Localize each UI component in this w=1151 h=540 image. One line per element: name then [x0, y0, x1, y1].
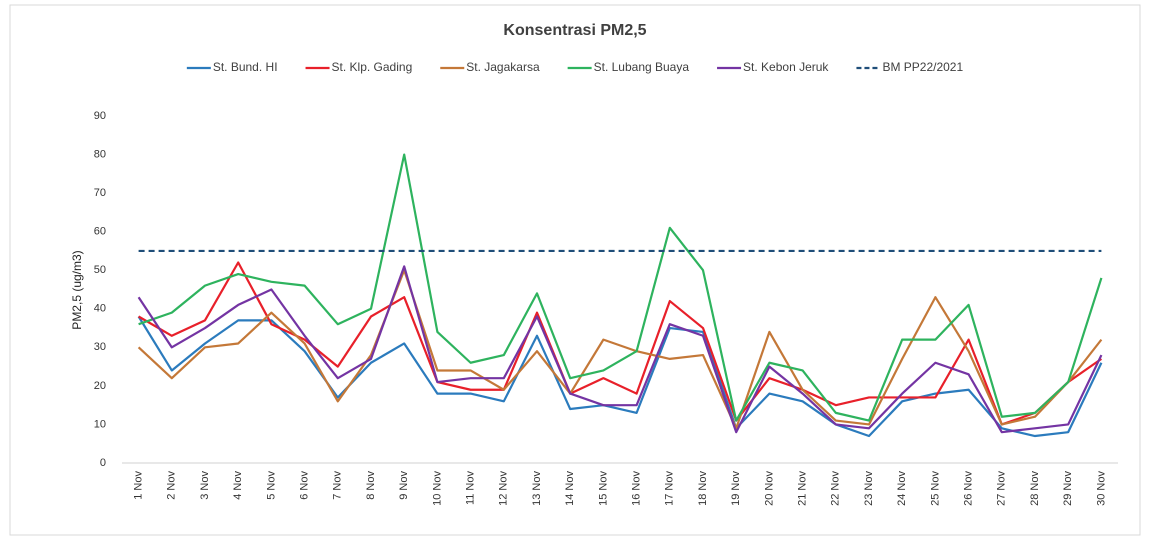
- x-tick-label: 23 Nov: [863, 471, 875, 506]
- series-line: [137, 315, 1103, 438]
- chart-border: [9, 4, 1141, 536]
- y-tick-label: 40: [94, 303, 106, 315]
- legend-label: St. Klp. Gading: [332, 60, 413, 74]
- y-tick-label: 30: [94, 341, 106, 353]
- y-tick-label: 70: [94, 187, 106, 199]
- x-tick-label: 20 Nov: [763, 471, 775, 506]
- x-tick-label: 27 Nov: [996, 471, 1008, 506]
- x-tick-label: 11 Nov: [465, 471, 477, 506]
- x-tick-label: 22 Nov: [830, 471, 842, 506]
- x-tick-label: 8 Nov: [365, 471, 377, 500]
- x-tick-label: 3 Nov: [199, 471, 211, 500]
- series-line: [137, 269, 1103, 430]
- x-tick-label: 4 Nov: [232, 471, 244, 500]
- legend-label: St. Lubang Buaya: [594, 60, 690, 74]
- y-axis-title: PM2,5 (ug/m3): [70, 250, 84, 329]
- y-tick-label: 20: [94, 380, 106, 392]
- y-tick-label: 0: [100, 457, 106, 469]
- series-line: [137, 265, 1103, 434]
- y-tick-label: 90: [94, 110, 106, 122]
- y-tick-label: 80: [94, 148, 106, 160]
- x-tick-label: 21 Nov: [797, 471, 809, 506]
- x-tick-label: 12 Nov: [498, 471, 510, 506]
- x-tick-label: 14 Nov: [564, 471, 576, 506]
- x-tick-label: 17 Nov: [664, 471, 676, 506]
- y-tick-label: 10: [94, 418, 106, 430]
- series-line: [138, 153, 1103, 422]
- x-tick-label: 5 Nov: [265, 471, 277, 500]
- legend-label: St. Bund. HI: [213, 60, 278, 74]
- x-tick-label: 26 Nov: [963, 471, 975, 506]
- x-tick-label: 24 Nov: [896, 471, 908, 506]
- legend-label: St. Jagakarsa: [466, 60, 540, 74]
- x-tick-label: 1 Nov: [133, 471, 145, 500]
- x-tick-label: 18 Nov: [697, 471, 709, 506]
- x-tick-label: 15 Nov: [597, 471, 609, 506]
- x-tick-label: 19 Nov: [730, 471, 742, 506]
- chart-title: Konsentrasi PM2,5: [503, 22, 646, 39]
- x-tick-label: 6 Nov: [299, 471, 311, 500]
- x-tick-label: 13 Nov: [531, 471, 543, 506]
- y-tick-label: 50: [94, 264, 106, 276]
- x-tick-label: 25 Nov: [929, 471, 941, 506]
- x-tick-label: 2 Nov: [166, 471, 178, 500]
- y-tick-label: 60: [94, 226, 106, 238]
- x-tick-label: 16 Nov: [631, 471, 643, 506]
- x-tick-label: 9 Nov: [398, 471, 410, 500]
- legend-label: St. Kebon Jeruk: [743, 60, 829, 74]
- x-tick-label: 28 Nov: [1029, 471, 1041, 506]
- legend-label: BM PP22/2021: [882, 60, 963, 74]
- x-tick-label: 30 Nov: [1095, 471, 1107, 506]
- x-tick-label: 10 Nov: [431, 471, 443, 506]
- x-tick-label: 29 Nov: [1062, 471, 1074, 506]
- x-tick-label: 7 Nov: [332, 471, 344, 500]
